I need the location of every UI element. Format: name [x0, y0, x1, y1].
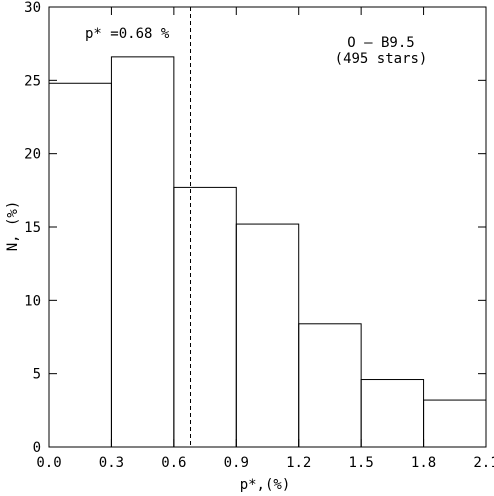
histogram-bar-3 — [235, 223, 300, 448]
sample-label-line2: (495 stars) — [335, 51, 428, 67]
y-tick-label-5: 25 — [24, 73, 41, 89]
x-tick-label-3: 0.9 — [224, 455, 249, 471]
y-tick-label-6: 30 — [24, 0, 41, 16]
histogram-bar-1 — [110, 56, 175, 448]
x-axis-label: p*,(%) — [240, 477, 291, 493]
y-ticks-group: 0 5 10 15 20 25 30 — [24, 0, 486, 456]
x-tick-label-4: 1.2 — [286, 455, 311, 471]
x-tick-label-2: 0.6 — [161, 455, 186, 471]
histogram-bar-0 — [48, 82, 112, 448]
x-tick-label-1: 0.3 — [99, 455, 124, 471]
y-tick-label-0: 0 — [33, 440, 41, 456]
bars-group — [48, 56, 487, 448]
mean-label: p* =0.68 % — [85, 26, 170, 42]
y-tick-label-2: 10 — [24, 293, 41, 309]
y-tick-label-3: 15 — [24, 220, 41, 236]
plot-frame — [48, 6, 487, 448]
x-tick-label-7: 2.1 — [473, 455, 494, 471]
x-tick-label-0: 0.0 — [36, 455, 61, 471]
histogram-bar-5 — [360, 379, 425, 448]
histogram-bar-4 — [298, 323, 362, 448]
y-axis-label: N, (%) — [5, 201, 21, 252]
histogram-bar-2 — [173, 186, 237, 448]
x-tick-label-5: 1.5 — [348, 455, 373, 471]
y-tick-label-1: 5 — [33, 367, 41, 383]
x-ticks-group: 0.0 0.3 0.6 0.9 1.2 1.5 1.8 2.1 — [36, 7, 494, 471]
y-tick-label-4: 20 — [24, 147, 41, 163]
sample-label-line1: O – B9.5 — [347, 35, 414, 51]
histogram-bar-6 — [423, 399, 487, 448]
x-tick-label-6: 1.8 — [411, 455, 436, 471]
